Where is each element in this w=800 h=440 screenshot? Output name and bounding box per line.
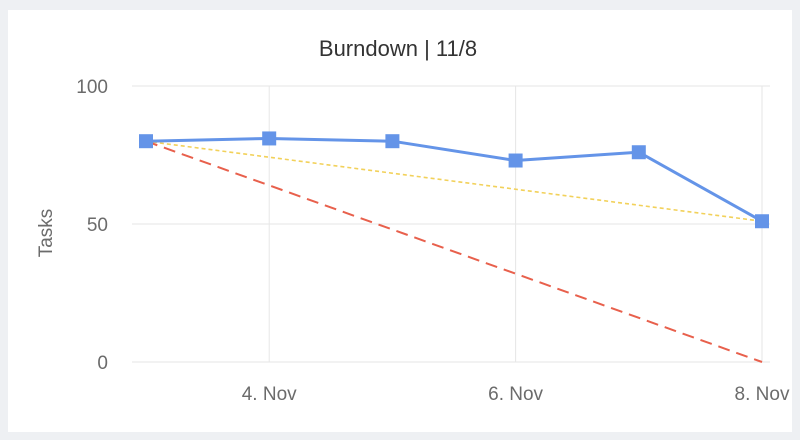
data-point-marker — [508, 153, 523, 168]
data-point-marker — [139, 134, 153, 149]
series-line-dotted — [145, 140, 763, 223]
data-point-marker — [262, 131, 277, 146]
y-axis-label: Tasks — [36, 209, 57, 258]
y-tick-labels: 0 50 100 — [76, 77, 108, 374]
chart-title: Burndown | 11/8 — [319, 36, 477, 61]
x-tick-label: 8. Nov — [735, 384, 790, 405]
x-tick-label: 6. Nov — [488, 384, 543, 405]
x-tick-labels: 4. Nov 6. Nov 8. Nov — [242, 384, 790, 405]
x-tick-label: 4. Nov — [242, 384, 297, 405]
y-tick-label: 100 — [76, 77, 108, 98]
grid — [132, 85, 770, 363]
y-tick-label: 0 — [97, 353, 108, 374]
data-point-marker — [385, 134, 400, 149]
series-line-solid — [145, 136, 763, 223]
data-point-marker — [755, 214, 769, 229]
series-line-dashed — [145, 140, 763, 363]
series-group — [139, 131, 769, 363]
data-point-marker — [631, 145, 646, 160]
chart-card: Burndown | 11/8 Tasks 0 50 100 4. Nov 6. No… — [8, 10, 792, 432]
burndown-chart: Burndown | 11/8 Tasks 0 50 100 4. Nov 6. No… — [36, 36, 790, 405]
y-tick-label: 50 — [87, 215, 108, 236]
